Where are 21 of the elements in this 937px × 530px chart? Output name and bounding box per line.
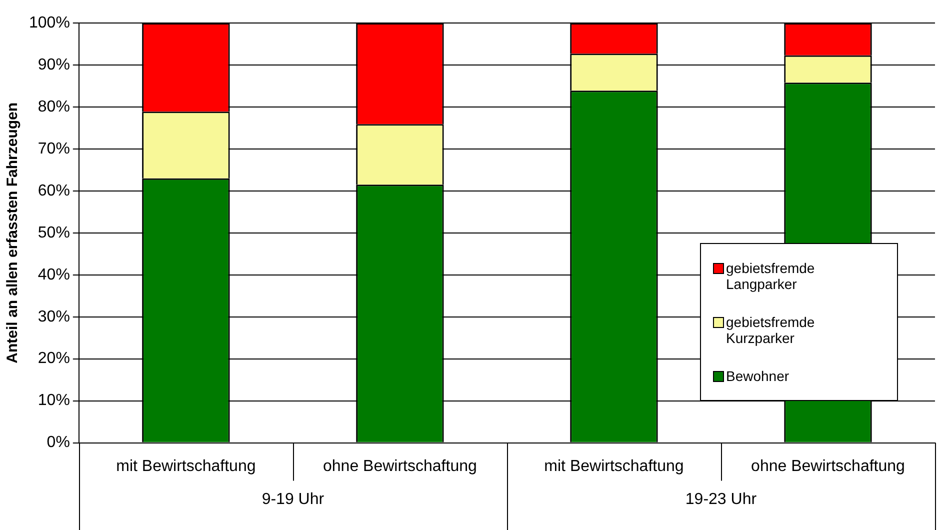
y-tick-label: 0% xyxy=(46,434,70,452)
y-tick-label: 50% xyxy=(38,224,70,242)
y-tick-label: 40% xyxy=(38,266,70,284)
legend-label: Bewohner xyxy=(726,368,790,384)
text: 9-19 Uhr xyxy=(262,491,325,508)
text: 19-23 Uhr xyxy=(685,491,758,508)
y-tick-label: 20% xyxy=(38,350,70,368)
y-tick-label: 30% xyxy=(38,308,70,326)
y-tick-label: 70% xyxy=(38,140,70,158)
x-tick-label: mit Bewirtschaftung xyxy=(544,458,684,475)
legend-label: gebietsfremde Kurzparker xyxy=(726,314,816,346)
y-tick-label: 90% xyxy=(38,56,70,74)
x-tick-label: ohne Bewirtschaftung xyxy=(323,458,477,475)
y-tick-label: 80% xyxy=(38,98,70,116)
x-tick-label: mit Bewirtschaftung xyxy=(116,458,256,475)
y-tick-label: 100% xyxy=(29,14,70,32)
legend-label: gebietsfremde Langparker xyxy=(726,260,816,292)
x-tick-label: ohne Bewirtschaftung xyxy=(751,458,905,475)
y-axis-title: Anteil an allen erfassten Fahrzeugen xyxy=(4,102,22,364)
y-tick-label: 10% xyxy=(38,392,70,410)
y-tick-label: 60% xyxy=(38,182,70,200)
